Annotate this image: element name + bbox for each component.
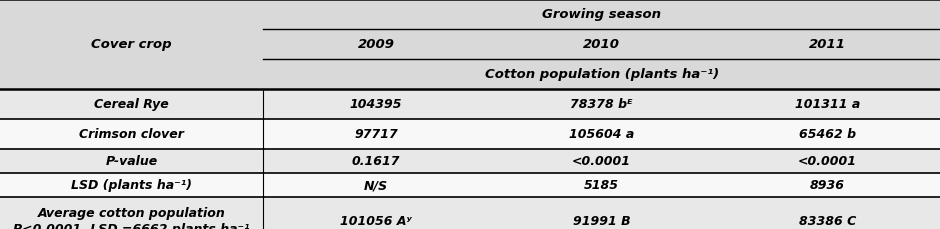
Bar bbox=[489, 30, 714, 60]
Text: Cover crop: Cover crop bbox=[91, 38, 172, 51]
Bar bbox=[263, 30, 489, 60]
Text: 0.1617: 0.1617 bbox=[352, 154, 400, 167]
Text: Average cotton population
P<0.0001, LSD =6662 plants ha⁻¹: Average cotton population P<0.0001, LSD … bbox=[13, 206, 250, 229]
Text: 104395: 104395 bbox=[350, 98, 402, 111]
Text: 101056 Aʸ: 101056 Aʸ bbox=[340, 214, 412, 227]
Text: N/S: N/S bbox=[364, 178, 388, 191]
Bar bbox=[714, 30, 940, 60]
Bar bbox=[0, 173, 940, 197]
Text: Cotton population (plants ha⁻¹): Cotton population (plants ha⁻¹) bbox=[484, 68, 719, 81]
Bar bbox=[0, 89, 940, 119]
Bar bbox=[0, 119, 940, 149]
Text: 97717: 97717 bbox=[354, 128, 398, 140]
Text: Cereal Rye: Cereal Rye bbox=[94, 98, 169, 111]
Text: 91991 B: 91991 B bbox=[572, 214, 631, 227]
Text: 83386 C: 83386 C bbox=[799, 214, 855, 227]
Text: 101311 a: 101311 a bbox=[794, 98, 860, 111]
Text: LSD (plants ha⁻¹): LSD (plants ha⁻¹) bbox=[71, 178, 192, 191]
Bar bbox=[263, 0, 940, 30]
Text: 2009: 2009 bbox=[357, 38, 395, 51]
Bar bbox=[0, 197, 940, 229]
Text: 2011: 2011 bbox=[808, 38, 846, 51]
Bar bbox=[263, 60, 940, 89]
Text: P-value: P-value bbox=[105, 154, 158, 167]
Text: 78378 bᴱ: 78378 bᴱ bbox=[571, 98, 633, 111]
Bar bbox=[0, 0, 263, 89]
Text: <0.0001: <0.0001 bbox=[572, 154, 631, 167]
Bar bbox=[0, 149, 940, 173]
Text: Growing season: Growing season bbox=[542, 8, 661, 21]
Text: Crimson clover: Crimson clover bbox=[79, 128, 184, 140]
Text: 105604 a: 105604 a bbox=[569, 128, 634, 140]
Text: 5185: 5185 bbox=[584, 178, 619, 191]
Text: 65462 b: 65462 b bbox=[799, 128, 855, 140]
Text: <0.0001: <0.0001 bbox=[798, 154, 856, 167]
Text: 2010: 2010 bbox=[583, 38, 620, 51]
Text: 8936: 8936 bbox=[809, 178, 845, 191]
